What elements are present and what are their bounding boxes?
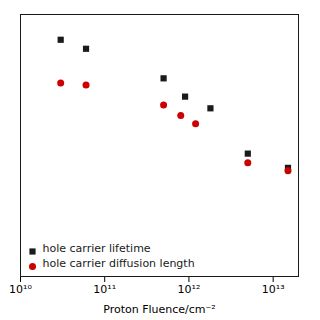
svg-text:Proton Fluence/cm⁻²: Proton Fluence/cm⁻² [103,303,216,316]
svg-text:10¹²: 10¹² [178,283,201,296]
svg-text:10¹¹: 10¹¹ [93,283,116,296]
svg-text:10¹³: 10¹³ [262,283,285,296]
svg-text:hole carrier diffusion length: hole carrier diffusion length [43,257,195,270]
svg-text:hole carrier lifetime: hole carrier lifetime [43,242,151,255]
svg-text:10¹⁰: 10¹⁰ [9,283,32,296]
